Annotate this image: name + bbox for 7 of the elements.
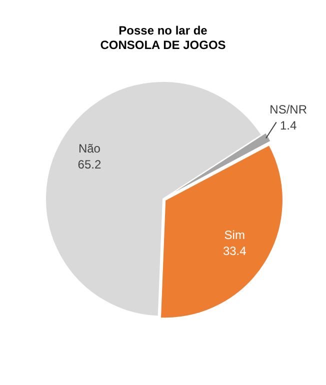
chart-title: Posse no lar de CONSOLA DE JOGOS	[100, 24, 226, 52]
data-label: 1.4	[280, 118, 297, 133]
data-label: 33.4	[222, 244, 247, 258]
slice-label: NS/NR	[270, 102, 308, 117]
slice-label: Não	[78, 141, 101, 156]
data-label: 65.2	[78, 157, 102, 172]
slice-label: Sim	[224, 228, 245, 242]
